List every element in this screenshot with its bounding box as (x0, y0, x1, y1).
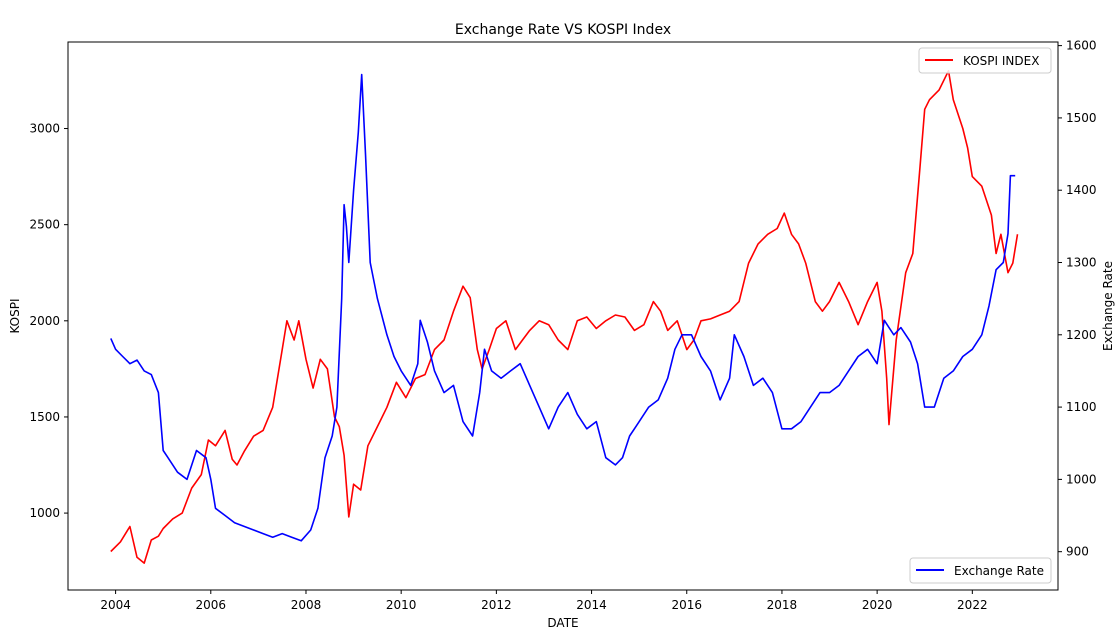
y-tick-label: 1500 (29, 410, 60, 424)
y2-tick-label: 1100 (1066, 400, 1097, 414)
x-tick-label: 2010 (386, 598, 417, 612)
y-axis-right: 900 1000 1100 1200 1300 1400 1500 1600 (1058, 39, 1097, 559)
x-tick-label: 2004 (100, 598, 131, 612)
series-layer (110, 70, 1019, 564)
plot-frame (67, 41, 1059, 591)
y2-tick-label: 1300 (1066, 256, 1097, 270)
x-axis-title: DATE (547, 616, 578, 630)
y-axis-left-title: KOSPI (8, 298, 22, 333)
x-tick-label: 2014 (576, 598, 607, 612)
y-tick-label: 2000 (29, 314, 60, 328)
y-tick-label: 1000 (29, 506, 60, 520)
y2-tick-label: 1000 (1066, 472, 1097, 486)
x-tick-label: 2022 (957, 598, 988, 612)
legend-kospi-box (918, 47, 1052, 74)
series-line-kospi (110, 70, 1019, 564)
x-tick-label: 2020 (862, 598, 893, 612)
series-line-exchange-rate (110, 73, 1016, 542)
legend-exchange-label: Exchange Rate (954, 564, 1044, 578)
x-tick-label: 2008 (291, 598, 322, 612)
x-tick-label: 2016 (671, 598, 702, 612)
y2-tick-label: 900 (1066, 545, 1089, 559)
y-axis-left: 1000 1500 2000 2500 3000 (29, 122, 68, 520)
x-axis: 2004 2006 2008 2010 2012 2014 2016 2018 2020 2022 (100, 590, 988, 612)
x-tick-label: 2006 (196, 598, 227, 612)
y2-tick-label: 1200 (1066, 328, 1097, 342)
legend-kospi: KOSPI INDEX (918, 47, 1052, 74)
y2-tick-label: 1500 (1066, 111, 1097, 125)
y-axis-right-title: Exchange Rate (1101, 261, 1115, 351)
legend-exchange: Exchange Rate (909, 557, 1052, 584)
chart-title: Exchange Rate VS KOSPI Index (455, 22, 671, 38)
legend-kospi-label: KOSPI INDEX (963, 54, 1039, 68)
x-tick-label: 2012 (481, 598, 512, 612)
y-tick-label: 2500 (29, 218, 60, 232)
legend-exchange-box (909, 557, 1052, 584)
y-tick-label: 3000 (29, 122, 60, 136)
x-tick-label: 2018 (767, 598, 798, 612)
y2-tick-label: 1600 (1066, 39, 1097, 53)
y2-tick-label: 1400 (1066, 183, 1097, 197)
